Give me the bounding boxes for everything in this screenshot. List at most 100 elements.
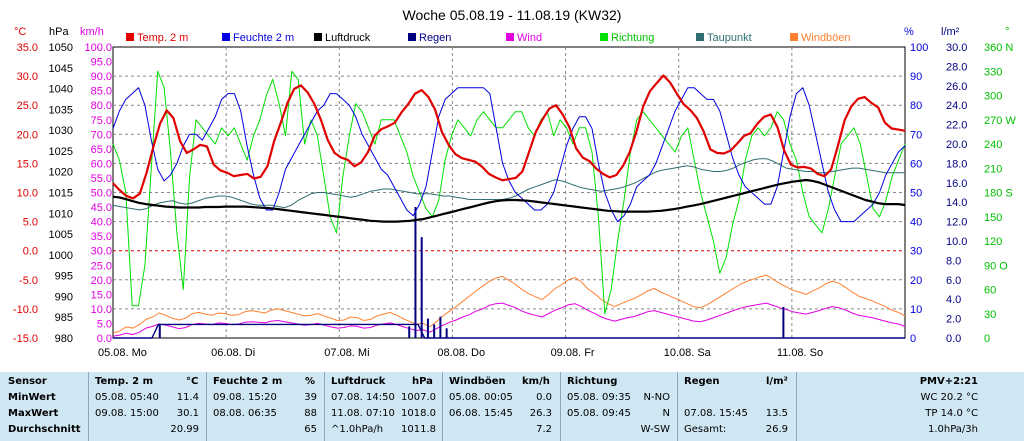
direction-tick-label: 330 <box>984 66 1002 78</box>
divider <box>677 372 678 441</box>
wind-tick-label: 60.0 <box>91 158 112 170</box>
legend-label: Richtung <box>611 32 654 44</box>
stats-cell: N-NO <box>643 392 670 403</box>
stats-cell: 13.5 <box>765 408 788 419</box>
temp-tick-label: -5.0 <box>19 275 38 287</box>
stats-cell: 07.08. 15:45 <box>684 408 748 419</box>
stats-sensor-header: Sensor <box>8 376 47 387</box>
direction-tick-label: 90 O <box>984 260 1008 272</box>
x-tick-label: 08.08. Do <box>437 347 485 359</box>
x-tick-label: 05.08. Mo <box>98 347 147 359</box>
chart-svg: Woche 05.08.19 - 11.08.19 (KW32) °C hPa … <box>12 7 1017 359</box>
temp-axis-unit: °C <box>14 26 26 38</box>
rain-tick-label: 12.0 <box>946 217 967 229</box>
x-tick-label: 11.08. So <box>777 347 823 359</box>
stats-cell: 09.08. 15:20 <box>213 392 277 403</box>
direction-tick-label: 270 W <box>984 115 1016 127</box>
wind-tick-label: 5.0 <box>97 318 112 330</box>
rain-tick-label: 28.0 <box>946 61 967 73</box>
stats-cell: W-SW <box>640 424 670 435</box>
humidity-tick-label: 0 <box>910 333 916 345</box>
pressure-tick-label: 1050 <box>49 42 73 54</box>
direction-tick-label: 300 <box>984 91 1002 103</box>
divider <box>560 372 561 441</box>
divider <box>324 372 325 441</box>
stats-cell: 05.08. 09:35 <box>567 392 631 403</box>
stats-cell: 39 <box>304 392 317 403</box>
stats-row-label: MinWert <box>8 392 56 403</box>
wind-tick-label: 65.0 <box>91 144 112 156</box>
legend-label: Wind <box>517 32 542 44</box>
temp-tick-label: 30.0 <box>17 71 38 83</box>
rain-tick-label: 14.0 <box>946 197 967 209</box>
series-line-wind <box>112 302 906 337</box>
stats-cell: 1011.8 <box>401 424 436 435</box>
wind-tick-label: 75.0 <box>91 115 112 127</box>
humidity-tick-label: 80 <box>910 100 922 112</box>
pressure-tick-label: 1010 <box>49 208 73 220</box>
humidity-tick-label: 90 <box>910 71 922 83</box>
x-tick-label: 07.08. Mi <box>324 347 369 359</box>
wind-tick-label: 70.0 <box>91 129 112 141</box>
pressure-tick-label: 1025 <box>49 146 73 158</box>
stats-cell: 1.0hPa/3h <box>927 424 978 435</box>
stats-row-label: MaxWert <box>8 408 59 419</box>
legend: Temp. 2 m Feuchte 2 m Luftdruck Regen Wind Ri… <box>126 32 851 44</box>
wind-tick-label: 100.0 <box>84 42 112 54</box>
pressure-tick-label: 980 <box>55 333 73 345</box>
pressure-tick-label: 1015 <box>49 188 73 200</box>
legend-swatch <box>696 33 704 41</box>
stats-gust-header: Windböen <box>449 376 506 387</box>
stats-cell: 05.08. 05:40 <box>95 392 159 403</box>
series-line-regen-summe <box>113 323 905 339</box>
direction-tick-label: 120 <box>984 236 1002 248</box>
humidity-tick-label: 30 <box>910 246 922 258</box>
pressure-tick-label: 995 <box>55 271 73 283</box>
humidity-tick-label: 40 <box>910 217 922 229</box>
rain-tick-label: 30.0 <box>946 42 967 54</box>
wind-tick-label: 50.0 <box>91 188 112 200</box>
stats-dir-header: Richtung <box>567 376 618 387</box>
series-line-windböen <box>112 274 906 334</box>
wind-tick-label: 80.0 <box>91 100 112 112</box>
stats-rain-header: Regen <box>684 376 720 387</box>
stats-cell: 65 <box>304 424 317 435</box>
stats-cell: 7.2 <box>536 424 552 435</box>
humidity-tick-label: 50 <box>910 188 922 200</box>
pressure-tick-label: 1005 <box>49 229 73 241</box>
stats-cell: 08.08. 06:35 <box>213 408 277 419</box>
rain-tick-label: 24.0 <box>946 100 967 112</box>
legend-swatch <box>314 33 322 41</box>
stats-hum-header: Feuchte 2 m <box>213 376 283 387</box>
stats-cell: 05.08. 09:45 <box>567 408 631 419</box>
stats-cell: 05.08. 00:05 <box>449 392 513 403</box>
pressure-tick-label: 1040 <box>49 84 73 96</box>
chart-title: Woche 05.08.19 - 11.08.19 (KW32) <box>403 7 622 23</box>
rain-tick-label: 0.0 <box>946 333 961 345</box>
temp-tick-label: 5.0 <box>23 217 38 229</box>
stats-press-unit: hPa <box>412 376 433 387</box>
rain-tick-label: 22.0 <box>946 120 967 132</box>
legend-swatch <box>600 33 608 41</box>
wind-tick-label: 95.0 <box>91 57 112 69</box>
humidity-tick-label: 70 <box>910 129 922 141</box>
wind-tick-label: 25.0 <box>91 260 112 272</box>
direction-tick-label: 0 <box>984 333 990 345</box>
stats-cell: 26.9 <box>765 424 788 435</box>
rain-tick-label: 6.0 <box>946 275 961 287</box>
humidity-tick-label: 10 <box>910 304 922 316</box>
direction-tick-label: 180 S <box>984 188 1013 200</box>
stats-cell: ^1.0hPa/h <box>331 424 384 435</box>
legend-swatch <box>222 33 230 41</box>
stats-temp-header: Temp. 2 m <box>95 376 153 387</box>
divider <box>796 372 797 441</box>
stats-cell: 26.3 <box>529 408 552 419</box>
temp-tick-label: 25.0 <box>17 100 38 112</box>
pressure-tick-label: 1030 <box>49 125 73 137</box>
wind-tick-label: 55.0 <box>91 173 112 185</box>
pressure-tick-label: 1000 <box>49 250 73 262</box>
legend-swatch <box>790 33 798 41</box>
rain-tick-label: 20.0 <box>946 139 967 151</box>
temp-tick-label: 0.0 <box>23 246 38 258</box>
